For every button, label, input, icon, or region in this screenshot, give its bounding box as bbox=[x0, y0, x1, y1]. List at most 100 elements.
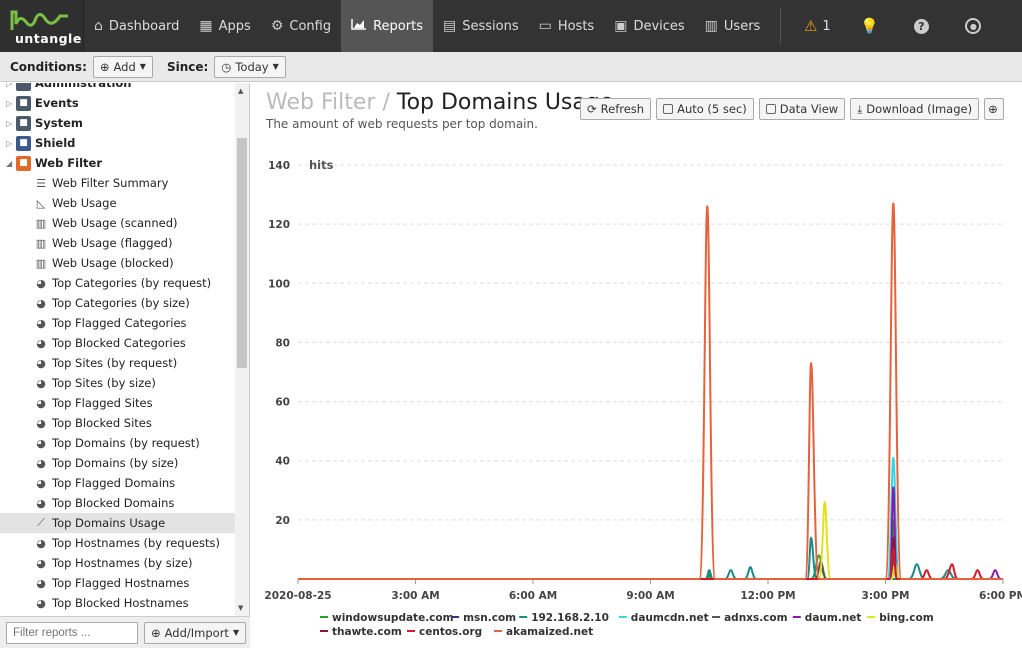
tree-item-report[interactable]: ◕ Top Flagged Domains bbox=[0, 473, 249, 493]
scroll-up-icon[interactable]: ▲ bbox=[238, 87, 244, 95]
more-actions-button[interactable]: ⊕ bbox=[984, 98, 1005, 120]
pie-chart-icon: ◕ bbox=[36, 276, 46, 290]
tree-item-report[interactable]: ⟋ Top Domains Usage bbox=[0, 513, 249, 533]
report-label: Web Usage (blocked) bbox=[52, 256, 174, 270]
help-button[interactable]: ? bbox=[895, 0, 947, 52]
pie-chart-icon: ◕ bbox=[36, 476, 46, 490]
nav-dashboard[interactable]: ⌂ Dashboard bbox=[84, 0, 189, 52]
tree-item-report[interactable]: ◕ Top Hostnames (by size) bbox=[0, 553, 249, 573]
tree-item-report[interactable]: ☰ Web Filter Summary bbox=[0, 173, 249, 193]
logo-wave-icon bbox=[10, 10, 68, 30]
report-label: Top Flagged Sites bbox=[52, 396, 153, 410]
tree-item-report[interactable]: ◕ Top Categories (by request) bbox=[0, 273, 249, 293]
tree-category-web-filter[interactable]: ◢ ■ Web Filter bbox=[0, 153, 249, 173]
legend-item: centos.org bbox=[419, 626, 482, 638]
tree-category-events[interactable]: ▷ ■ Events bbox=[0, 93, 249, 113]
tree-item-report[interactable]: ▥ Web Usage (blocked) bbox=[0, 253, 249, 273]
report-title: Top Domains Usage bbox=[396, 90, 614, 115]
tree-item-report[interactable]: ◕ Top Hostnames (by requests) bbox=[0, 533, 249, 553]
nav-devices[interactable]: ▣ Devices bbox=[604, 0, 694, 52]
expanded-arrow-icon[interactable]: ◢ bbox=[6, 158, 13, 168]
report-label: Top Flagged Hostnames bbox=[52, 576, 190, 590]
line-chart-icon: ⟋ bbox=[37, 516, 45, 529]
tree-category-system[interactable]: ▷ ■ System bbox=[0, 113, 249, 133]
add-import-button[interactable]: ⊕ Add/Import ▼ bbox=[144, 621, 247, 644]
tree-item-report[interactable]: ◕ Top Flagged Hostnames bbox=[0, 573, 249, 593]
sessions-icon: ▤ bbox=[442, 18, 457, 34]
nav-label: Devices bbox=[633, 18, 685, 34]
list-icon: ☰ bbox=[36, 176, 46, 190]
category-icon: ■ bbox=[16, 115, 31, 131]
download-image-button[interactable]: ⤓ Download (Image) bbox=[850, 98, 980, 120]
caret-down-icon: ▼ bbox=[272, 62, 279, 71]
tree-item-report[interactable]: ◕ Top Sites (by request) bbox=[0, 353, 249, 373]
category-label: Administration bbox=[35, 83, 132, 90]
tree-category-shield[interactable]: ▷ ■ Shield bbox=[0, 133, 249, 153]
auto-refresh-toggle[interactable]: Auto (5 sec) bbox=[656, 98, 754, 120]
question-icon: ? bbox=[913, 18, 929, 34]
gear-icon: ⚙ bbox=[270, 18, 284, 34]
lightbulb-icon: 💡 bbox=[859, 17, 879, 35]
plus-circle-icon: ⊕ bbox=[988, 102, 998, 116]
filter-reports-input[interactable] bbox=[6, 621, 138, 644]
grid-icon: ▦ bbox=[199, 18, 213, 34]
pie-chart-icon: ◕ bbox=[36, 576, 46, 590]
tree-item-report[interactable]: ◺ Web Usage bbox=[0, 193, 249, 213]
data-view-toggle[interactable]: Data View bbox=[758, 98, 846, 120]
nav-config[interactable]: ⚙ Config bbox=[261, 0, 341, 52]
nav-reports[interactable]: Reports bbox=[341, 0, 433, 52]
tree-item-report[interactable]: ▥ Web Usage (flagged) bbox=[0, 233, 249, 253]
tree-category-administration[interactable]: ▷ Administration bbox=[0, 83, 249, 93]
tree-item-report[interactable]: ◕ Top Blocked Categories bbox=[0, 333, 249, 353]
tree-item-report[interactable]: ◕ Top Domains (by request) bbox=[0, 433, 249, 453]
tree-item-report[interactable]: ◕ Top Blocked Sites bbox=[0, 413, 249, 433]
tree-item-report[interactable]: ▥ Web Usage (scanned) bbox=[0, 213, 249, 233]
data-view-label: Data View bbox=[779, 102, 839, 116]
devices-icon: ▣ bbox=[614, 18, 628, 34]
reports-tree: ▷ Administration ▷ ■ Events ▷ ■ System ▷ ■ Shield ◢… bbox=[0, 83, 250, 616]
category-icon: ■ bbox=[16, 135, 31, 151]
report-label: Web Usage (flagged) bbox=[52, 236, 173, 250]
x-tick-label: 3:00 PM bbox=[862, 590, 910, 602]
scroll-down-icon[interactable]: ▼ bbox=[238, 604, 244, 612]
tree-item-report[interactable]: ◕ Top Blocked Hostnames bbox=[0, 593, 249, 613]
nav-apps[interactable]: ▦ Apps bbox=[189, 0, 260, 52]
account-button[interactable]: ● bbox=[947, 0, 999, 52]
nav-sessions[interactable]: ▤ Sessions bbox=[433, 0, 529, 52]
refresh-icon: ⟳ bbox=[587, 102, 597, 116]
warning-icon: ⚠ bbox=[803, 17, 818, 35]
collapsed-arrow-icon[interactable]: ▷ bbox=[6, 138, 13, 148]
plus-circle-icon: ⊕ bbox=[99, 59, 110, 74]
pie-chart-icon: ◕ bbox=[36, 536, 46, 550]
refresh-button[interactable]: ⟳ Refresh bbox=[580, 98, 652, 120]
home-icon: ⌂ bbox=[94, 18, 103, 34]
tree-item-report[interactable]: ◕ Top Flagged Sites bbox=[0, 393, 249, 413]
legend-item: daumcdn.net bbox=[631, 612, 709, 624]
breadcrumb-category[interactable]: Web Filter bbox=[266, 90, 376, 115]
untangle-logo[interactable]: untangle bbox=[0, 0, 84, 52]
category-label: Shield bbox=[35, 136, 76, 150]
alerts-button[interactable]: ⚠ 1 bbox=[791, 0, 843, 52]
folder-icon bbox=[16, 83, 31, 91]
tree-item-report[interactable]: ◕ Top Flagged Categories bbox=[0, 313, 249, 333]
collapsed-arrow-icon[interactable]: ▷ bbox=[6, 98, 13, 108]
tree-item-report[interactable]: ◕ Top Categories (by size) bbox=[0, 293, 249, 313]
scrollbar-thumb[interactable] bbox=[237, 138, 247, 368]
nav-users[interactable]: ▥ Users bbox=[695, 0, 771, 52]
tree-item-report[interactable]: ◕ Top Blocked Domains bbox=[0, 493, 249, 513]
hosts-icon: ▭ bbox=[538, 18, 552, 34]
series-line-windowsupdate-com bbox=[298, 518, 1003, 580]
y-tick-label: 60 bbox=[275, 397, 290, 409]
clock-icon: ◷ bbox=[221, 59, 232, 74]
suggestions-button[interactable]: 💡 bbox=[843, 0, 895, 52]
tree-item-report[interactable]: ◕ Top Sites (by size) bbox=[0, 373, 249, 393]
pie-chart-icon: ◕ bbox=[36, 456, 46, 470]
tree-scrollbar[interactable]: ▲ ▼ bbox=[235, 83, 249, 616]
nav-label: Users bbox=[723, 18, 761, 34]
nav-hosts[interactable]: ▭ Hosts bbox=[529, 0, 605, 52]
add-condition-button[interactable]: ⊕ Add ▼ bbox=[92, 55, 153, 78]
since-value: Today bbox=[235, 59, 269, 74]
collapsed-arrow-icon[interactable]: ▷ bbox=[6, 118, 13, 128]
since-dropdown[interactable]: ◷ Today ▼ bbox=[214, 55, 286, 78]
tree-item-report[interactable]: ◕ Top Domains (by size) bbox=[0, 453, 249, 473]
